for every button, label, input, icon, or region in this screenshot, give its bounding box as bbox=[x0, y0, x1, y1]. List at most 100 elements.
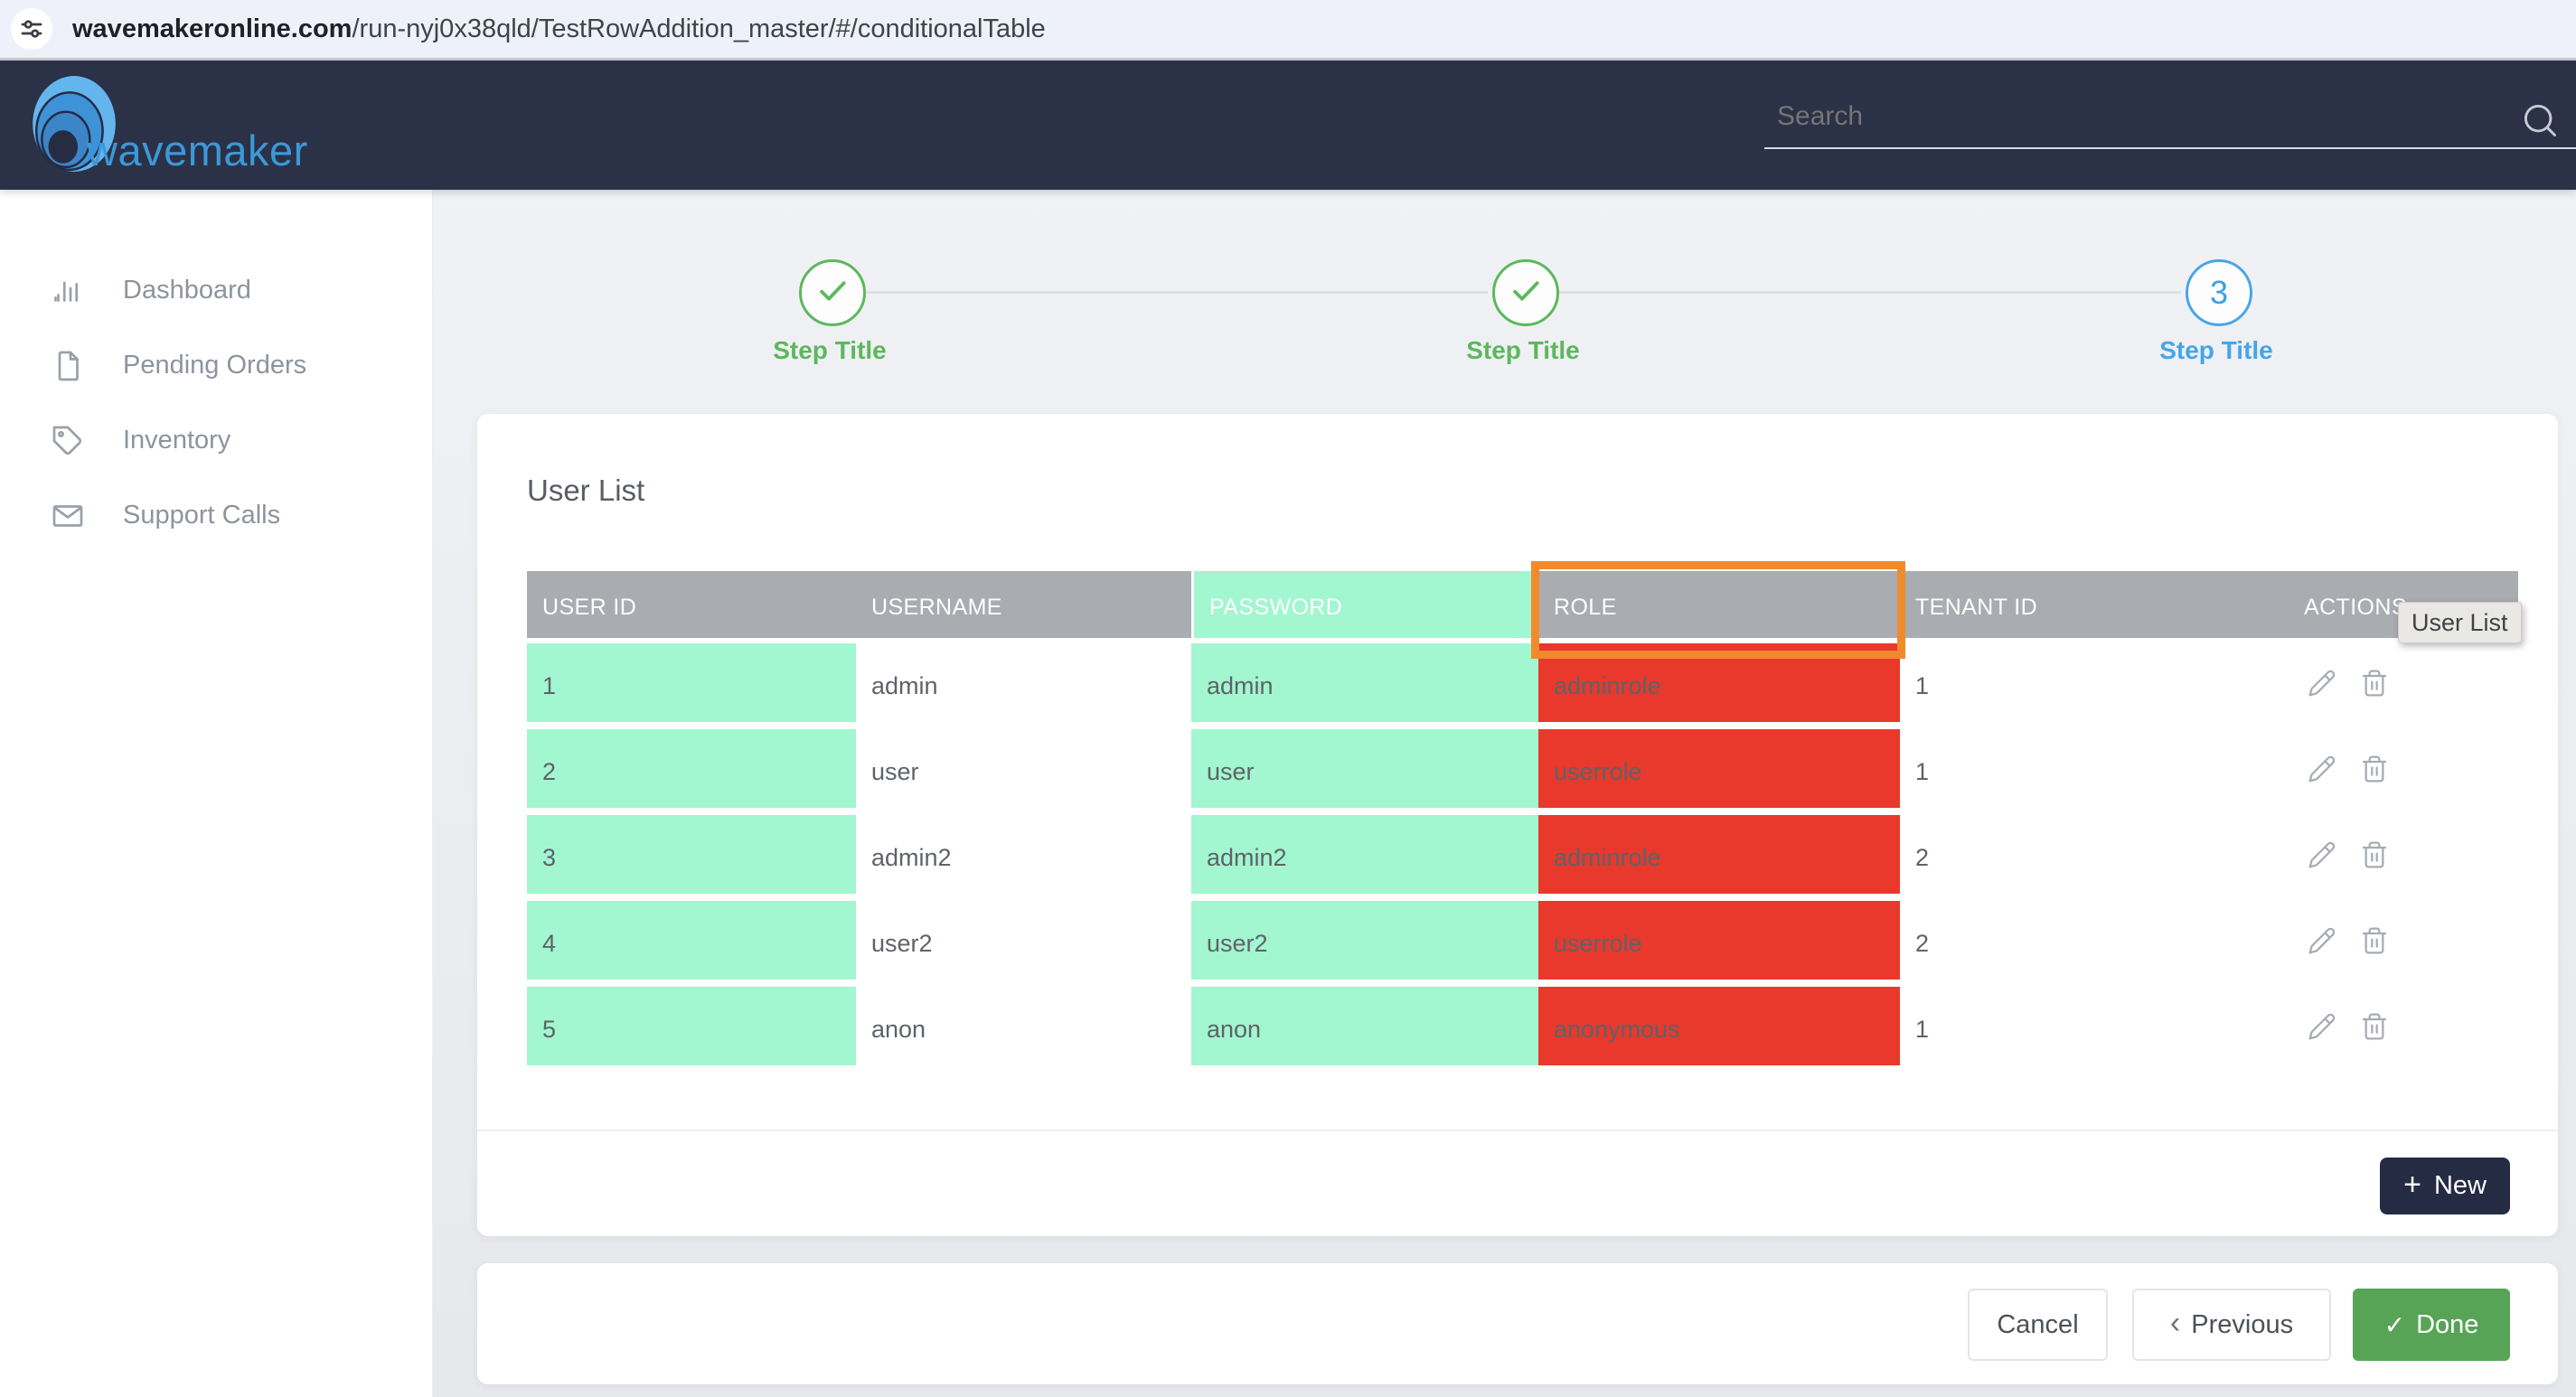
navbar-search bbox=[1764, 61, 2576, 190]
cell-username: admin2 bbox=[856, 815, 1191, 901]
step-2-label: Step Title bbox=[1466, 336, 1580, 364]
trash-icon[interactable] bbox=[2359, 839, 2390, 870]
column-header-user-id[interactable]: USER ID bbox=[527, 571, 856, 643]
trash-icon[interactable] bbox=[2359, 1011, 2390, 1042]
check-icon: ✓ bbox=[2383, 1310, 2406, 1339]
done-button[interactable]: ✓ Done bbox=[2353, 1289, 2510, 1361]
cell-tenant-id: 1 bbox=[1900, 643, 2289, 729]
cell-role: anonymous bbox=[1538, 987, 1900, 1073]
table-header-row: USER ID USERNAME PASSWORD ROLE TENANT ID ACTI… bbox=[527, 571, 2518, 643]
sidebar-item-pending-orders[interactable]: Pending Orders bbox=[0, 328, 432, 403]
sidebar-item-label: Dashboard bbox=[123, 276, 251, 305]
url-domain: wavemakeronline.com bbox=[72, 14, 353, 43]
cell-password: admin bbox=[1191, 643, 1538, 729]
step-number: 3 bbox=[2209, 274, 2229, 311]
sidebar-item-label: Pending Orders bbox=[123, 351, 307, 380]
sidebar-item-inventory[interactable]: Inventory bbox=[0, 403, 432, 478]
cell-password: admin2 bbox=[1191, 815, 1538, 901]
sidebar-nav: Dashboard Pending Orders Inventory Support … bbox=[0, 190, 432, 553]
new-row-button[interactable]: + New bbox=[2380, 1158, 2510, 1214]
step-3-circle[interactable]: 3 bbox=[2186, 259, 2252, 326]
cell-user-id: 1 bbox=[527, 643, 856, 729]
cell-user-id: 2 bbox=[527, 729, 856, 815]
cell-username: admin bbox=[856, 643, 1191, 729]
wavemaker-logo-icon[interactable] bbox=[24, 73, 125, 179]
cell-user-id: 3 bbox=[527, 815, 856, 901]
user-list-panel: User List USER ID USERNAME PASSWORD ROLE TEN… bbox=[477, 414, 2558, 1236]
step-1-circle[interactable] bbox=[799, 259, 866, 326]
cell-actions bbox=[2289, 643, 2518, 729]
sidebar-item-dashboard[interactable]: Dashboard bbox=[0, 253, 432, 328]
table-row[interactable]: 5 anon anon anonymous 1 bbox=[527, 987, 2518, 1073]
tooltip: User List bbox=[2398, 602, 2522, 643]
url-path: /run-nyj0x38qld/TestRowAddition_master/#… bbox=[352, 14, 1046, 43]
check-icon bbox=[815, 274, 850, 313]
cell-role: userrole bbox=[1538, 729, 1900, 815]
tooltip-text: User List bbox=[2411, 608, 2508, 636]
stepper-connector bbox=[865, 291, 1488, 294]
cancel-button[interactable]: Cancel bbox=[1968, 1289, 2108, 1361]
cell-tenant-id: 2 bbox=[1900, 815, 2289, 901]
cell-actions bbox=[2289, 901, 2518, 987]
pencil-icon[interactable] bbox=[2307, 1011, 2337, 1042]
table-row[interactable]: 4 user2 user2 userrole 2 bbox=[527, 901, 2518, 987]
sidebar: Dashboard Pending Orders Inventory Support … bbox=[0, 190, 433, 1397]
cell-user-id: 5 bbox=[527, 987, 856, 1073]
cell-password: user2 bbox=[1191, 901, 1538, 987]
trash-icon[interactable] bbox=[2359, 925, 2390, 956]
table-row[interactable]: 2 user user userrole 1 bbox=[527, 729, 2518, 815]
pencil-icon[interactable] bbox=[2307, 925, 2337, 956]
cell-tenant-id: 2 bbox=[1900, 901, 2289, 987]
plus-icon: + bbox=[2403, 1167, 2421, 1202]
search-underline bbox=[1764, 147, 2576, 149]
url-text: wavemakeronline.com/run-nyj0x38qld/TestR… bbox=[72, 14, 1046, 44]
column-header-role[interactable]: ROLE bbox=[1538, 571, 1900, 643]
bar-chart-icon bbox=[51, 274, 85, 308]
cell-password: user bbox=[1191, 729, 1538, 815]
pencil-icon[interactable] bbox=[2307, 754, 2337, 784]
column-header-username[interactable]: USERNAME bbox=[856, 571, 1191, 643]
search-icon[interactable] bbox=[2520, 100, 2560, 145]
document-icon bbox=[51, 349, 85, 383]
site-settings-icon[interactable] bbox=[11, 8, 52, 50]
cell-user-id: 4 bbox=[527, 901, 856, 987]
tag-icon bbox=[51, 424, 85, 458]
cell-actions bbox=[2289, 987, 2518, 1073]
search-input[interactable] bbox=[1775, 100, 2411, 133]
cell-role: adminrole bbox=[1538, 815, 1900, 901]
browser-divider bbox=[0, 58, 2576, 61]
column-header-tenant-id[interactable]: TENANT ID bbox=[1900, 571, 2289, 643]
previous-button[interactable]: ‹ Previous bbox=[2132, 1289, 2331, 1361]
panel-divider bbox=[477, 1130, 2558, 1131]
cell-role: userrole bbox=[1538, 901, 1900, 987]
sidebar-item-label: Inventory bbox=[123, 426, 231, 455]
sidebar-item-label: Support Calls bbox=[123, 501, 281, 530]
cell-username: user2 bbox=[856, 901, 1191, 987]
envelope-icon bbox=[51, 499, 85, 533]
pencil-icon[interactable] bbox=[2307, 668, 2337, 698]
brand-name[interactable]: wavemaker bbox=[87, 127, 308, 174]
wizard-actions-panel: Cancel ‹ Previous ✓ Done bbox=[477, 1263, 2558, 1384]
cell-role: adminrole bbox=[1538, 643, 1900, 729]
cell-password: anon bbox=[1191, 987, 1538, 1073]
cell-username: user bbox=[856, 729, 1191, 815]
step-2-circle[interactable] bbox=[1492, 259, 1559, 326]
step-1-label: Step Title bbox=[773, 336, 887, 364]
cell-actions bbox=[2289, 815, 2518, 901]
browser-address-bar[interactable]: wavemakeronline.com/run-nyj0x38qld/TestR… bbox=[0, 0, 2576, 58]
cell-tenant-id: 1 bbox=[1900, 987, 2289, 1073]
column-header-password[interactable]: PASSWORD bbox=[1191, 571, 1538, 643]
page-title: User List bbox=[527, 473, 645, 507]
pencil-icon[interactable] bbox=[2307, 839, 2337, 870]
trash-icon[interactable] bbox=[2359, 668, 2390, 698]
sidebar-item-support-calls[interactable]: Support Calls bbox=[0, 478, 432, 553]
stepper-connector bbox=[1558, 291, 2181, 294]
table-body: 1 admin admin adminrole 1 2 user user userrole 1 3… bbox=[527, 643, 2518, 1073]
trash-icon[interactable] bbox=[2359, 754, 2390, 784]
chevron-left-icon: ‹ bbox=[2169, 1305, 2181, 1340]
table-row[interactable]: 1 admin admin adminrole 1 bbox=[527, 643, 2518, 729]
table-row[interactable]: 3 admin2 admin2 adminrole 2 bbox=[527, 815, 2518, 901]
check-icon bbox=[1509, 274, 1543, 313]
app-navbar: wavemaker bbox=[0, 61, 2576, 190]
